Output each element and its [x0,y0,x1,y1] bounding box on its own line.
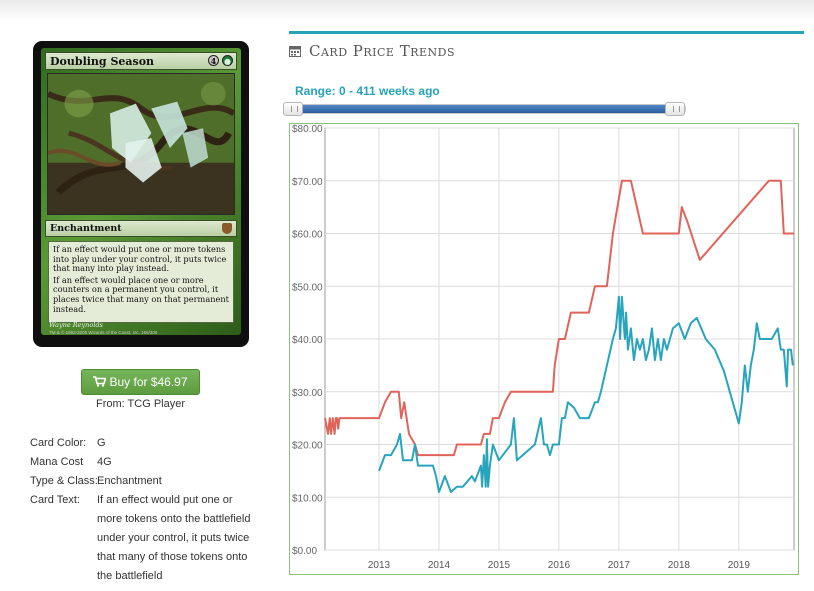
price-chart-svg: $0.00 $10.00 $20.00 $30.00 $40.00 $50.00 $60.0… [292,124,795,571]
range-slider-end-handle[interactable] [665,102,685,116]
y-tick-label: $0.00 [292,546,317,557]
detail-value: G [97,437,106,449]
x-tick-label: 2014 [428,560,451,571]
range-slider-start-handle[interactable] [283,102,303,116]
calendar-icon [289,46,301,57]
trends-accent-line [289,31,804,34]
detail-mana-cost: Mana Cost 4G [30,453,112,472]
y-tick-label: $10.00 [292,493,323,504]
x-tick-label: 2013 [368,560,391,571]
detail-label: Card Text: [30,494,80,506]
detail-card-color: Card Color: G [30,434,106,453]
y-tick-label: $80.00 [292,124,323,135]
top-header-band [0,0,814,22]
card-artwork [47,73,235,215]
x-tick-label: 2017 [608,560,631,571]
y-tick-label: $50.00 [292,282,323,293]
card-name: Doubling Season [50,55,155,68]
x-tick-label: 2016 [548,560,571,571]
set-symbol-icon [222,223,232,234]
card-copyright: TM & © 1993-2005 Wizards of the Coast, I… [49,330,158,335]
detail-type-class: Type & Class:Enchantment [30,472,162,491]
buy-button[interactable]: Buy for $46.97 [81,369,200,395]
detail-label: Mana Cost [30,456,84,468]
y-tick-label: $30.00 [292,388,323,399]
buy-button-label: Buy for $46.97 [109,375,188,389]
card-rules-text-1: If an effect would put one or more token… [53,244,227,274]
price-series-line-1 [324,179,794,457]
card-rules-text-2: If an effect would place one or more cou… [53,274,229,314]
y-tick-label: $40.00 [292,335,323,346]
range-label: Range: 0 - 411 weeks ago [295,84,440,98]
cart-icon [93,376,107,387]
x-tick-label: 2019 [728,560,751,571]
card-text-box: If an effect would put one or more token… [48,241,234,323]
price-chart: $0.00 $10.00 $20.00 $30.00 $40.00 $50.00 $60.0… [289,123,799,575]
green-mana-icon: ● [222,55,233,66]
detail-card-text-value: If an effect would put one or more token… [97,494,251,582]
card-name-bar: Doubling Season 4 ● [45,52,237,70]
price-series-line-2 [378,295,794,493]
x-tick-label: 2015 [488,560,511,571]
detail-card-text: Card Text: [30,491,97,510]
y-tick-label: $70.00 [292,177,323,188]
card-face: Doubling Season 4 ● En [41,48,241,335]
card-type-line: Enchantment [50,223,122,234]
card-image: Doubling Season 4 ● En [33,41,249,347]
card-mana-cost: 4 ● [207,55,233,69]
detail-label: Type & Class: [30,475,98,487]
buy-source: From: TCG Player [95,398,186,410]
y-tick-label: $60.00 [292,230,323,241]
generic-mana-icon: 4 [207,55,219,66]
trends-heading: Card Price Trends [289,42,455,60]
detail-value: 4G [97,456,112,468]
detail-value: Enchantment [97,475,162,487]
detail-label: Card Color: [30,437,87,449]
range-slider-selection [292,105,674,113]
card-type-bar: Enchantment [45,220,237,237]
card-artist: Wayne Reynolds [49,321,103,329]
trends-title: Card Price Trends [309,42,456,60]
x-tick-label: 2018 [668,560,691,571]
y-tick-label: $20.00 [292,441,323,452]
